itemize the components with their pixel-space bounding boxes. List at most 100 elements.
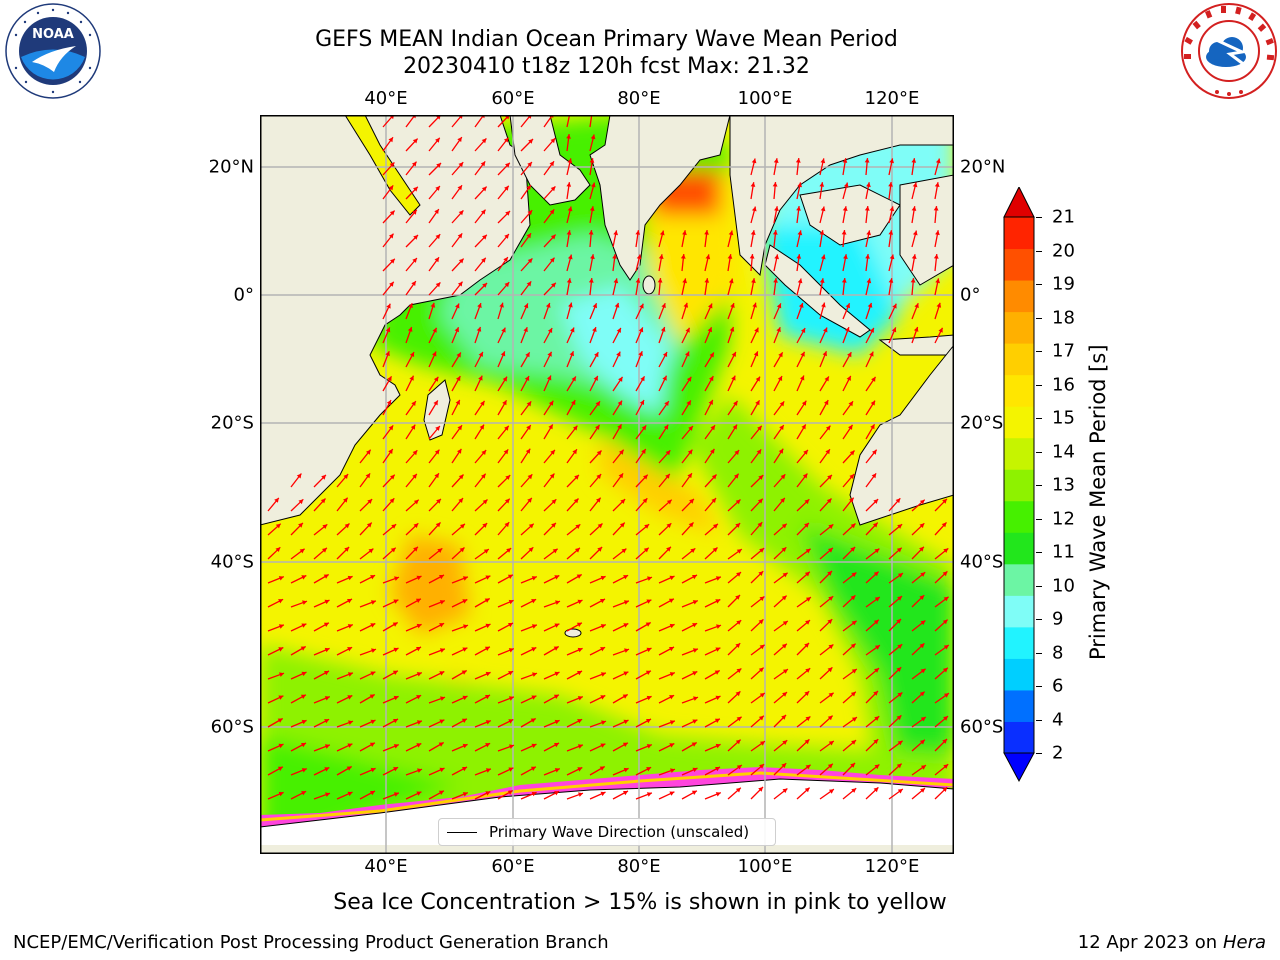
wave-arrow-head <box>436 498 441 504</box>
wave-arrow-head <box>638 327 644 333</box>
lat-tick-left: 0° <box>233 284 254 306</box>
wave-arrow-head <box>589 158 595 163</box>
colorbar-title: Primary Wave Mean Period [s] <box>1086 344 1110 660</box>
wave-arrow-head <box>795 158 801 163</box>
wave-arrow-head <box>301 743 306 748</box>
wave-arrow-head <box>595 424 600 430</box>
wave-arrow-head <box>554 671 560 677</box>
wave-arrow-head <box>661 303 666 309</box>
wave-arrow-head <box>370 623 376 628</box>
wave-arrow-head <box>463 624 468 629</box>
wave-arrow-head <box>301 791 307 796</box>
wave-arrow-head <box>548 400 554 406</box>
wave-arrow-head <box>567 206 573 212</box>
wave-arrow-head <box>508 719 514 724</box>
wave-arrow-head <box>412 473 417 479</box>
wave-arrow-head <box>599 766 605 771</box>
wave-arrow-head <box>668 598 674 603</box>
wave-arrow-head <box>324 767 330 772</box>
wave-arrow-head <box>646 744 652 749</box>
wave-arrow-head <box>714 718 720 723</box>
wave-arrow-head <box>370 767 376 773</box>
wave-arrow-head <box>912 230 918 236</box>
wave-arrow-head <box>782 692 787 697</box>
wave-arrow-head <box>435 522 441 528</box>
wave-arrow-head <box>824 400 829 406</box>
colorbar-segment <box>1004 217 1034 250</box>
wave-arrow-head <box>869 351 874 357</box>
wave-arrow-head <box>896 619 901 624</box>
lat-tick-right: 40°S <box>960 551 1004 573</box>
wave-arrow-head <box>439 623 445 628</box>
wave-arrow-head <box>623 575 629 580</box>
wave-arrow-head <box>707 327 712 333</box>
legend-label: Primary Wave Direction (unscaled) <box>489 823 750 841</box>
wave-arrow-head <box>872 522 878 528</box>
wave-arrow-head <box>805 716 811 722</box>
wave-arrow-head <box>735 523 741 528</box>
wave-arrow-head <box>485 695 490 700</box>
wave-arrow-head <box>851 669 857 674</box>
wave-arrow-head <box>730 303 735 308</box>
wave-arrow-head <box>480 209 486 215</box>
wave-arrow-head <box>613 230 618 236</box>
wave-arrow-head <box>781 715 786 720</box>
colorbar-tick <box>1036 619 1042 620</box>
wave-arrow-head <box>757 498 763 504</box>
wave-arrow-head <box>370 600 376 605</box>
wave-arrow-head <box>873 787 879 793</box>
wave-arrow-head <box>554 791 560 796</box>
wave-arrow-head <box>481 257 486 263</box>
wave-arrow-head <box>759 548 765 553</box>
wave-arrow-head <box>301 768 307 773</box>
wave-arrow-head <box>389 498 395 504</box>
colorbar-over-triangle <box>1003 187 1035 218</box>
wave-arrow-head <box>660 327 666 332</box>
wave-arrow-head <box>300 694 306 699</box>
wave-arrow-head <box>393 792 399 797</box>
wave-arrow-head <box>920 788 925 793</box>
wave-arrow-head <box>665 450 671 456</box>
wave-arrow-head <box>526 281 532 287</box>
wave-arrow-head <box>920 620 926 626</box>
wave-arrow-head <box>274 497 279 503</box>
wave-arrow-head <box>731 375 736 381</box>
wave-arrow-head <box>852 717 857 722</box>
wave-arrow-head <box>617 400 622 406</box>
wave-arrow-head <box>385 327 391 333</box>
wave-arrow-head <box>774 206 779 212</box>
wave-arrow-head <box>278 624 284 629</box>
lon-tick-bottom: 80°E <box>617 856 661 877</box>
wave-arrow-head <box>779 425 784 430</box>
wave-arrow-head <box>458 162 464 168</box>
wave-arrow-head <box>547 328 553 333</box>
wave-arrow-head <box>278 647 284 652</box>
wave-arrow-head <box>462 767 467 772</box>
wave-arrow-head <box>692 600 698 605</box>
wave-arrow-head <box>569 351 574 357</box>
wave-arrow-head <box>635 230 641 235</box>
wave-arrow-head <box>385 351 390 357</box>
wave-arrow-head <box>394 576 399 581</box>
wave-arrow-head <box>757 425 762 431</box>
colorbar-tick <box>1036 217 1042 218</box>
wave-arrow-head <box>482 499 488 505</box>
wave-arrow-head <box>757 522 763 528</box>
wave-arrow-head <box>547 351 552 357</box>
wave-arrow-head <box>692 648 698 653</box>
wave-arrow-head <box>819 182 825 187</box>
colorbar-under-triangle <box>1003 752 1035 783</box>
india-land <box>589 115 731 281</box>
wave-arrow-head <box>503 257 508 262</box>
wave-arrow-head <box>617 424 622 430</box>
wave-arrow-head <box>827 715 833 721</box>
wave-arrow-head <box>804 787 810 793</box>
wave-arrow-head <box>919 499 925 505</box>
colorbar-tick-label: 14 <box>1052 441 1075 462</box>
wave-arrow-head <box>416 720 422 725</box>
wave-arrow-head <box>531 624 537 629</box>
wave-arrow-head <box>388 425 394 431</box>
wave-arrow-head <box>457 137 462 142</box>
wave-arrow-head <box>461 718 467 723</box>
wave-arrow-head <box>716 624 721 629</box>
